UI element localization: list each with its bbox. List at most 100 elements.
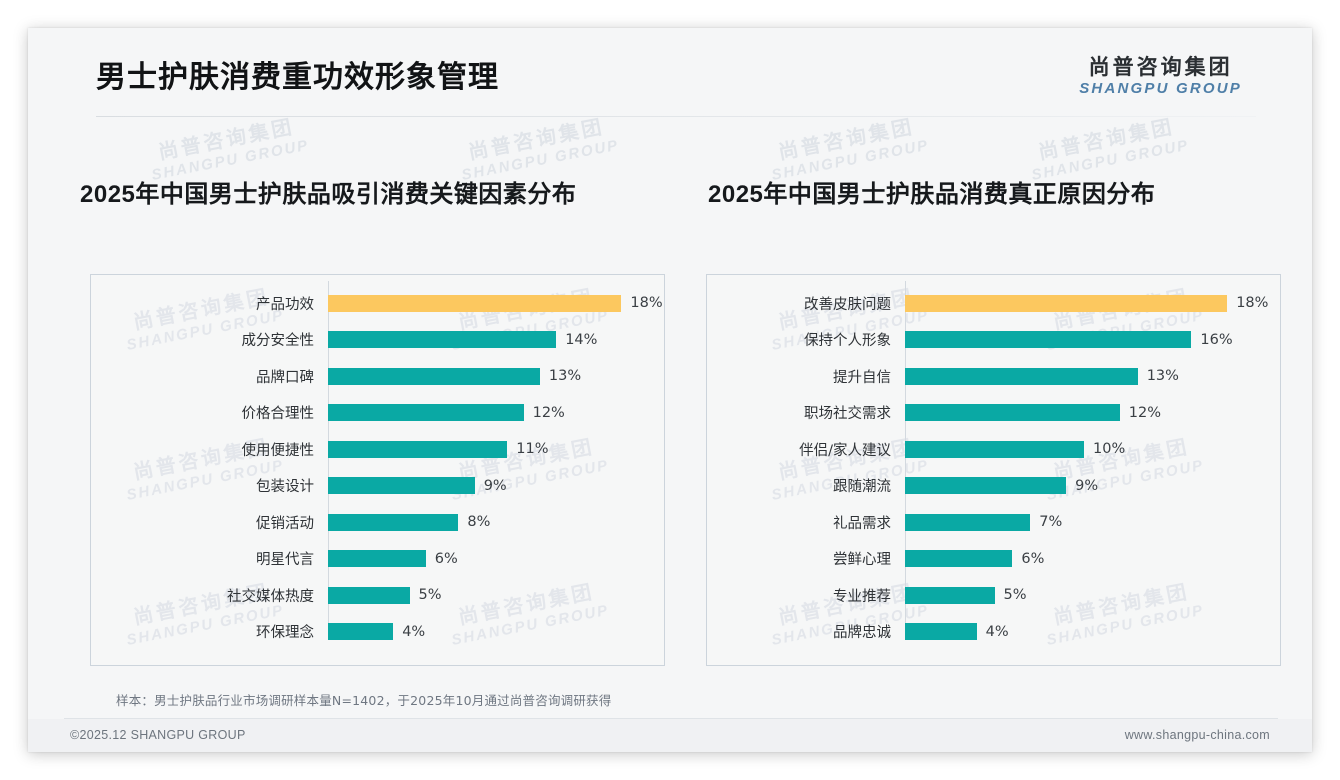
- bar-category-label: 品牌忠诚: [833, 625, 891, 641]
- bar: [328, 477, 475, 494]
- bar-value-label: 5%: [1003, 587, 1027, 603]
- bar-value-label: 13%: [548, 368, 582, 384]
- bar-track: 18%: [905, 287, 1280, 319]
- bar: [905, 440, 1084, 458]
- bar: [905, 586, 995, 604]
- bar-track: 6%: [905, 543, 1280, 575]
- bar: [905, 550, 1013, 567]
- bar-value-label: 7%: [1039, 514, 1063, 530]
- bar: [328, 331, 557, 348]
- bar-row: 尝鲜心理 6%: [707, 543, 1280, 575]
- bar: [328, 586, 410, 604]
- bar-track: 16%: [905, 324, 1280, 356]
- bar-row: 明星代言 6%: [91, 543, 664, 575]
- bar-track: 4%: [905, 616, 1280, 648]
- bar-category-label: 伴侣/家人建议: [799, 442, 891, 459]
- bar-category-label: 明星代言: [256, 552, 314, 568]
- bar-track: 11%: [328, 433, 664, 465]
- bar-category-label: 职场社交需求: [804, 406, 891, 422]
- bar-track: 5%: [328, 579, 664, 611]
- bar-rows-right: 改善皮肤问题 18% 保持个人形象 16% 提升自信 13% 职场社交需求 12% 伴侣/家人建…: [707, 287, 1280, 655]
- bar-value-label: 18%: [630, 295, 663, 311]
- bar-value-label: 9%: [483, 477, 507, 494]
- website-link[interactable]: www.shangpu-china.com: [1124, 728, 1270, 742]
- bar-category-label: 改善皮肤问题: [804, 296, 891, 313]
- chart-card-left: 产品功效 18% 成分安全性 14% 品牌口碑 13% 价格合理性 12% 使用便捷性 11% 包装…: [90, 274, 665, 666]
- bar-rows-left: 产品功效 18% 成分安全性 14% 品牌口碑 13% 价格合理性 12% 使用便捷性 11% 包装…: [91, 287, 664, 655]
- bar-row: 礼品需求 7%: [707, 506, 1280, 538]
- source-footnote: 样本：男士护肤品行业市场调研样本量N=1402，于2025年10月通过尚普咨询调…: [116, 693, 612, 708]
- slide-header: 男士护肤消费重功效形象管理 尚普咨询集团 SHANGPU GROUP: [28, 28, 1312, 124]
- bar-category-label: 产品功效: [256, 296, 314, 313]
- header-divider: [96, 116, 1256, 117]
- bar-track: 18%: [328, 287, 664, 319]
- bar-value-label: 8%: [467, 514, 491, 530]
- bar-value-label: 18%: [1236, 295, 1269, 311]
- bar-category-label: 跟随潮流: [833, 479, 891, 495]
- chart-axis-right: [905, 281, 906, 637]
- bar-track: 9%: [328, 470, 664, 502]
- footer-divider: [64, 718, 1278, 719]
- bar: [905, 294, 1228, 312]
- brand-logo: 尚普咨询集团 SHANGPU GROUP: [1079, 56, 1242, 99]
- bar: [905, 623, 977, 640]
- chart-panel-right: 2025年中国男士护肤品消费真正原因分布 改善皮肤问题 18% 保持个人形象 16% 提…: [696, 124, 1286, 684]
- bar-row: 价格合理性 12%: [91, 397, 664, 429]
- chart-title-left: 2025年中国男士护肤品吸引消费关键因素分布: [80, 181, 577, 208]
- bar-value-label: 12%: [1128, 404, 1162, 421]
- bar-track: 14%: [328, 324, 664, 356]
- bar: [328, 550, 426, 567]
- chart-panel-left: 2025年中国男士护肤品吸引消费关键因素分布 产品功效 18% 成分安全性 14% 品牌…: [80, 124, 670, 684]
- bar-category-label: 品牌口碑: [256, 369, 314, 386]
- bar-category-label: 价格合理性: [241, 406, 315, 422]
- bar-value-label: 5%: [418, 587, 442, 603]
- bar: [328, 623, 394, 640]
- charts-container: 2025年中国男士护肤品吸引消费关键因素分布 产品功效 18% 成分安全性 14% 品牌…: [28, 124, 1312, 684]
- bar-row: 提升自信 13%: [707, 360, 1280, 392]
- bar-row: 促销活动 8%: [91, 506, 664, 538]
- logo-chinese-text: 尚普咨询集团: [1088, 56, 1233, 79]
- bar-category-label: 尝鲜心理: [833, 552, 891, 568]
- bar-row: 跟随潮流 9%: [707, 470, 1280, 502]
- bar-row: 品牌口碑 13%: [91, 360, 664, 392]
- bar-row: 职场社交需求 12%: [707, 397, 1280, 429]
- bar: [905, 367, 1138, 385]
- bar: [905, 404, 1120, 421]
- copyright-text: ©2025.12 SHANGPU GROUP: [70, 728, 246, 742]
- bar-value-label: 11%: [516, 441, 549, 457]
- chart-axis-left: [328, 281, 329, 637]
- bar-category-label: 保持个人形象: [804, 333, 891, 349]
- bar-row: 品牌忠诚 4%: [707, 616, 1280, 648]
- bar-value-label: 10%: [1093, 441, 1126, 457]
- bar-category-label: 促销活动: [256, 515, 314, 532]
- bar-category-label: 专业推荐: [833, 588, 891, 605]
- bar-row: 专业推荐 5%: [707, 579, 1280, 611]
- bar-category-label: 礼品需求: [833, 515, 891, 532]
- bar-track: 12%: [905, 397, 1280, 429]
- bar-track: 13%: [905, 360, 1280, 392]
- logo-english-text: SHANGPU GROUP: [1079, 80, 1242, 98]
- bar-value-label: 14%: [565, 331, 598, 348]
- bar: [328, 294, 622, 312]
- bar-row: 使用便捷性 11%: [91, 433, 664, 465]
- bar-category-label: 环保理念: [256, 625, 314, 641]
- bar: [905, 331, 1192, 348]
- bar-track: 13%: [328, 360, 664, 392]
- bar-row: 改善皮肤问题 18%: [707, 287, 1280, 319]
- bar-row: 包装设计 9%: [91, 470, 664, 502]
- bar-track: 5%: [905, 579, 1280, 611]
- bar-track: 4%: [328, 616, 664, 648]
- bar-category-label: 提升自信: [833, 369, 891, 386]
- bar-value-label: 6%: [434, 550, 458, 567]
- bar-value-label: 13%: [1146, 368, 1179, 384]
- chart-card-right: 改善皮肤问题 18% 保持个人形象 16% 提升自信 13% 职场社交需求 12% 伴侣/家人建…: [706, 274, 1281, 666]
- bar: [905, 513, 1031, 531]
- bar-value-label: 6%: [1021, 550, 1045, 567]
- bar: [905, 477, 1067, 494]
- bar-track: 10%: [905, 433, 1280, 465]
- slide-footer: ©2025.12 SHANGPU GROUP www.shangpu-china…: [28, 719, 1312, 752]
- bar-track: 7%: [905, 506, 1280, 538]
- bar-row: 伴侣/家人建议 10%: [707, 433, 1280, 465]
- page-title: 男士护肤消费重功效形象管理: [96, 61, 499, 94]
- bar: [328, 367, 540, 385]
